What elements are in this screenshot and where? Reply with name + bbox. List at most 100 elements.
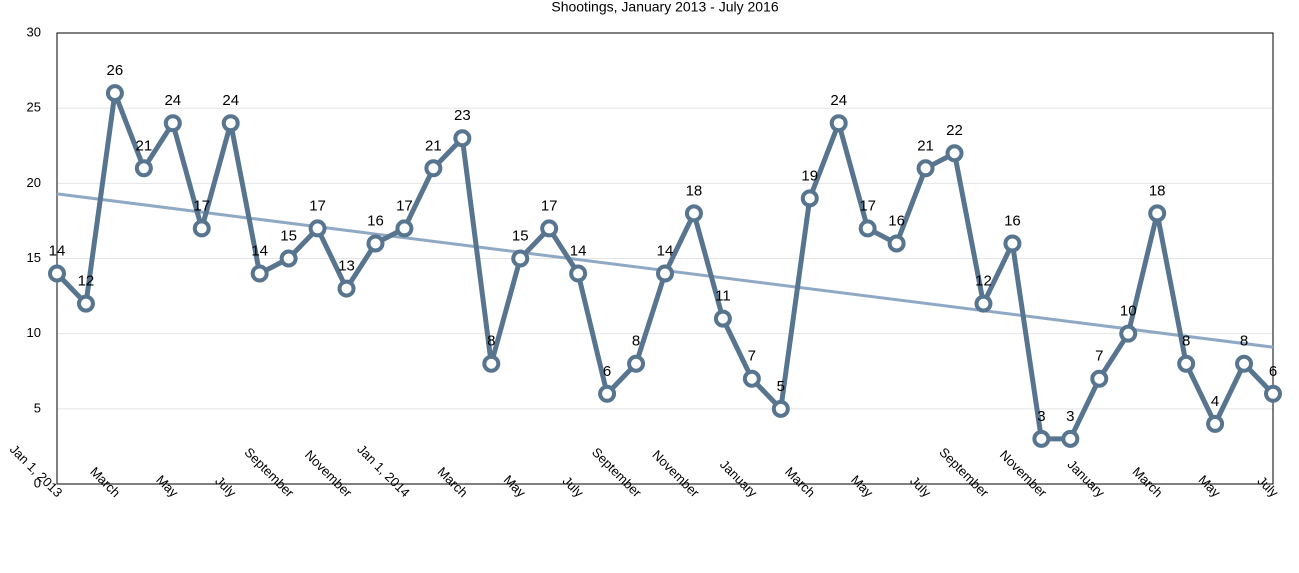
data-point (1061, 429, 1080, 448)
data-label: 8 (1182, 333, 1190, 350)
data-point (511, 249, 530, 268)
x-tick-label: November (302, 447, 355, 500)
x-tick-label: March (782, 464, 818, 500)
data-point (742, 369, 761, 388)
y-tick-label: 20 (27, 175, 41, 190)
data-point (395, 219, 414, 238)
x-tick-label: May (153, 472, 181, 500)
data-point (337, 279, 356, 298)
x-tick-label: September (242, 445, 298, 501)
data-point (598, 384, 617, 403)
data-label: 17 (193, 197, 210, 214)
data-label: 12 (975, 273, 992, 290)
data-point (858, 219, 877, 238)
data-label: 6 (603, 363, 611, 380)
data-point (569, 264, 588, 283)
x-tick-label: November (649, 447, 702, 500)
data-label: 11 (715, 288, 731, 305)
data-label: 7 (1095, 348, 1103, 365)
data-point (366, 234, 385, 253)
data-label: 15 (512, 227, 529, 244)
data-point (800, 189, 819, 208)
data-point (1119, 324, 1138, 343)
data-point (540, 219, 559, 238)
y-tick-label: 25 (27, 100, 41, 115)
data-label: 8 (487, 333, 495, 350)
data-point (684, 204, 703, 223)
data-point (1235, 354, 1254, 373)
data-point (771, 399, 790, 418)
data-label: 17 (309, 197, 326, 214)
data-label: 7 (748, 348, 756, 365)
data-label: 14 (657, 243, 674, 260)
x-tick-label: May (1196, 472, 1224, 500)
data-label: 24 (164, 92, 181, 109)
y-tick-label: 10 (27, 325, 41, 340)
plot-frame (56, 32, 1274, 485)
data-point (1032, 429, 1051, 448)
data-label: 22 (946, 122, 963, 139)
x-tick-label: March (435, 464, 471, 500)
data-point (627, 354, 646, 373)
data-point (1177, 354, 1196, 373)
data-point (945, 144, 964, 163)
data-point (250, 264, 269, 283)
data-label: 8 (632, 333, 640, 350)
x-tick-label: September (589, 445, 645, 501)
x-tick-label: Jan 1, 2014 (354, 441, 413, 500)
data-label: 10 (1120, 303, 1137, 320)
x-tick-label: July (907, 473, 934, 500)
data-point (1206, 414, 1225, 433)
data-point (134, 159, 153, 178)
x-tick-label: July (1255, 473, 1282, 500)
data-point (887, 234, 906, 253)
data-point (974, 294, 993, 313)
data-point (713, 309, 732, 328)
data-point (308, 219, 327, 238)
x-tick-label: July (560, 473, 587, 500)
data-label: 16 (367, 212, 384, 229)
data-point (221, 114, 240, 133)
data-label: 24 (830, 92, 847, 109)
x-tick-label: March (87, 464, 123, 500)
data-label: 6 (1269, 363, 1277, 380)
data-point (279, 249, 298, 268)
data-point (1090, 369, 1109, 388)
x-tick-label: May (848, 472, 876, 500)
x-tick-label: May (501, 472, 529, 500)
data-label: 12 (78, 273, 95, 290)
data-label: 16 (888, 212, 905, 229)
data-label: 14 (49, 243, 66, 260)
data-label: 26 (107, 62, 124, 79)
data-label: 17 (396, 197, 413, 214)
x-tick-label: March (1130, 464, 1166, 500)
data-label: 18 (686, 182, 703, 199)
data-label: 13 (338, 258, 355, 275)
data-point (1148, 204, 1167, 223)
data-label: 24 (222, 92, 239, 109)
y-tick-label: 0 (34, 475, 41, 490)
data-label: 14 (251, 243, 268, 260)
x-tick-label: September (936, 445, 992, 501)
data-label: 21 (917, 137, 934, 154)
data-label: 14 (570, 243, 587, 260)
data-label: 3 (1066, 408, 1074, 425)
x-tick-label: January (1064, 457, 1108, 501)
data-point (424, 159, 443, 178)
data-label: 16 (1004, 212, 1021, 229)
x-tick-label: November (997, 447, 1050, 500)
data-label: 17 (541, 197, 558, 214)
data-point (482, 354, 501, 373)
data-label: 23 (454, 107, 471, 124)
data-label: 21 (136, 137, 153, 154)
data-label: 18 (1149, 182, 1166, 199)
data-point (48, 264, 66, 283)
data-point (656, 264, 674, 283)
data-label: 5 (777, 378, 785, 395)
data-point (916, 159, 935, 178)
data-point (1003, 234, 1022, 253)
chart-title: Shootings, January 2013 - July 2016 (551, 0, 778, 15)
y-tick-label: 15 (27, 250, 41, 265)
